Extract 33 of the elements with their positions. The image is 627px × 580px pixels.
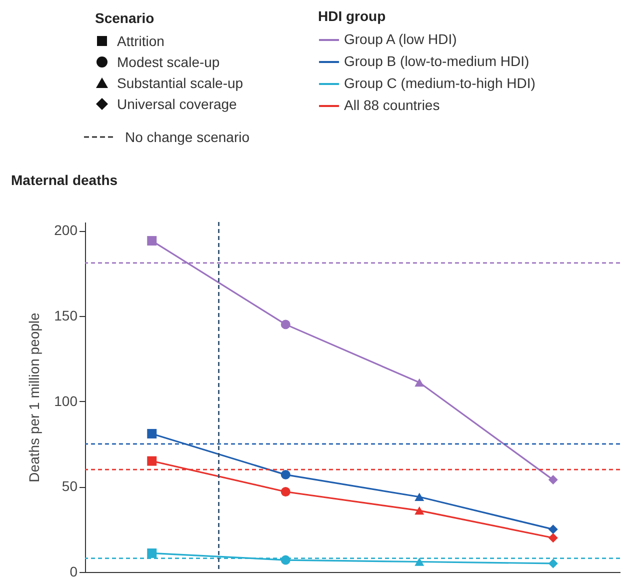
y-tick-label: 100	[54, 392, 78, 409]
y-tick-label: 150	[54, 307, 78, 324]
point	[147, 456, 157, 466]
y-tick-label: 200	[54, 222, 78, 238]
text: Attrition	[117, 32, 164, 48]
text: Substantial scale-up	[117, 74, 244, 90]
point	[280, 470, 290, 480]
point	[548, 558, 558, 568]
legend-label: Group B (low-to-medium HDI)	[344, 53, 530, 69]
point	[414, 378, 424, 387]
text: Scenario	[95, 10, 156, 26]
y-tick-label: 50	[62, 478, 78, 494]
y-tick-label: 0	[70, 564, 78, 580]
text: Modest scale-up	[117, 54, 220, 70]
y-axis-title: Deaths per 1 million people	[26, 312, 42, 482]
point	[280, 320, 290, 330]
point	[147, 548, 157, 558]
point	[280, 487, 290, 496]
legend-label: Group A (low HDI)	[344, 31, 457, 47]
text: No change scenario	[125, 128, 250, 144]
point	[548, 475, 558, 485]
point	[414, 492, 424, 501]
point	[548, 533, 558, 543]
point	[414, 506, 424, 515]
legend-label: All 88 countries	[344, 97, 440, 113]
text: Universal coverage	[117, 96, 237, 112]
point	[147, 428, 157, 438]
point	[548, 524, 558, 534]
legend-title: HDI group	[318, 8, 386, 24]
chart-title: Maternal deaths	[11, 172, 118, 188]
legend-label: Group C (medium-to-high HDI)	[344, 75, 536, 91]
point	[414, 558, 424, 566]
point	[147, 236, 157, 246]
